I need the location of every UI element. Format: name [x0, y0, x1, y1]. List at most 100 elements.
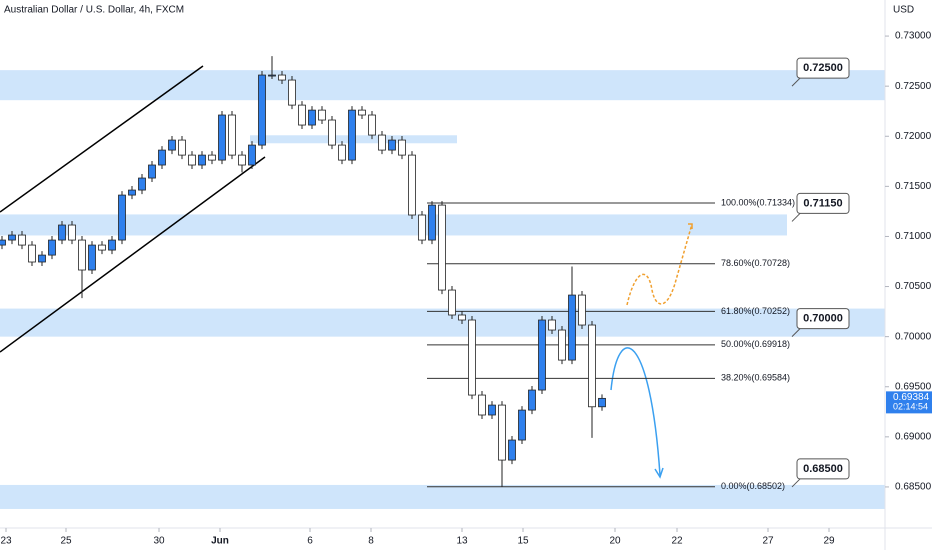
- candle-body: [318, 109, 326, 121]
- fib-label: 61.80%(0.70252): [721, 306, 790, 316]
- candle-body: [328, 119, 336, 146]
- y-tick-label: 0.69500: [895, 381, 932, 392]
- candle-body: [258, 74, 266, 146]
- candle-body: [238, 154, 246, 166]
- candle-body: [158, 149, 166, 166]
- candle-body: [388, 139, 396, 151]
- candle-body: [88, 244, 96, 271]
- fib-label: 100.00%(0.71334): [721, 197, 795, 207]
- channel-line: [0, 65, 204, 213]
- x-tick-label: 20: [609, 536, 621, 547]
- callout-label: 0.70000: [803, 313, 843, 325]
- y-tick-label: 0.73000: [895, 31, 932, 42]
- y-tick-label: 0.68500: [895, 482, 932, 493]
- x-tick-label: 22: [671, 536, 683, 547]
- candle-body: [148, 164, 156, 179]
- candle-body: [288, 79, 296, 106]
- x-tick-label: 27: [762, 536, 774, 547]
- candle-body: [348, 109, 356, 161]
- candle-body: [538, 319, 546, 391]
- x-tick-label: 29: [823, 536, 835, 547]
- currency: USD: [893, 5, 914, 16]
- projection-down: [610, 347, 661, 476]
- x-tick-label: 6: [307, 536, 313, 547]
- candle-body: [338, 144, 346, 161]
- candle-body: [68, 224, 76, 241]
- candle-body: [468, 319, 476, 396]
- y-tick-label: 0.70500: [895, 281, 932, 292]
- callout-label: 0.72500: [803, 62, 843, 74]
- x-tick-label: Jun: [211, 536, 229, 547]
- candle-body: [308, 109, 316, 126]
- candle-body: [518, 409, 526, 441]
- candle-body: [58, 224, 66, 241]
- candle-body: [398, 139, 406, 156]
- candle-body: [558, 329, 566, 361]
- price-tag: [886, 391, 932, 414]
- candle-body: [578, 294, 586, 326]
- channel-line: [0, 156, 266, 353]
- candle-body: [408, 154, 416, 216]
- fib-label: 50.00%(0.69918): [721, 339, 790, 349]
- candle-body: [138, 177, 146, 191]
- candle-body: [598, 397, 606, 408]
- candle-body: [498, 404, 506, 461]
- x-tick-label: 30: [153, 536, 165, 547]
- fib-label: 38.20%(0.69584): [721, 373, 790, 383]
- candle-body: [378, 134, 386, 151]
- y-tick-label: 0.70000: [895, 331, 932, 342]
- x-tick-label: 13: [456, 536, 468, 547]
- y-tick-label: 0.69000: [895, 431, 932, 442]
- candle-body: [298, 104, 306, 126]
- callout-label: 0.68500: [803, 463, 843, 475]
- candle-body: [428, 204, 436, 241]
- candle-body: [78, 239, 86, 271]
- zone: [0, 70, 885, 101]
- arrow-head: [654, 467, 664, 479]
- chart-title: Australian Dollar / U.S. Dollar, 4h, FXC…: [4, 5, 184, 16]
- candle-body: [268, 74, 276, 77]
- candle-body: [438, 204, 446, 291]
- zone: [0, 308, 885, 337]
- candle-body: [98, 244, 106, 251]
- zone: [0, 484, 885, 509]
- candle-body: [588, 324, 596, 408]
- candle-body: [198, 154, 206, 166]
- candle-body: [38, 254, 46, 263]
- callout-box: [796, 308, 850, 330]
- candle-body: [548, 319, 556, 331]
- y-tick-label: 0.72500: [895, 81, 932, 92]
- projection-up: [626, 223, 693, 306]
- candle-body: [368, 114, 376, 136]
- y-tick-label: 0.71000: [895, 231, 932, 242]
- x-tick-label: 25: [60, 536, 72, 547]
- candle-body: [218, 114, 226, 161]
- x-tick-label: 23: [0, 536, 12, 547]
- fib-label: 0.00%(0.68502): [721, 481, 785, 491]
- candle-body: [418, 214, 426, 241]
- candle-body: [168, 139, 176, 151]
- zone: [0, 214, 787, 236]
- x-tick-label: 15: [517, 536, 529, 547]
- candle-body: [0, 239, 6, 246]
- candle-body: [528, 389, 536, 411]
- candle-body: [458, 314, 466, 321]
- candle-body: [488, 404, 496, 416]
- candle-body: [128, 189, 136, 196]
- candle-body: [48, 239, 56, 256]
- callout-box: [796, 192, 850, 214]
- candle-body: [508, 439, 516, 461]
- candle-body: [278, 74, 286, 81]
- y-tick-label: 0.72000: [895, 131, 932, 142]
- arrow-head: [688, 223, 693, 229]
- candle-body: [568, 294, 576, 361]
- candle-body: [188, 154, 196, 166]
- candle-body: [18, 234, 26, 246]
- y-tick-label: 0.71500: [895, 181, 932, 192]
- callout-box: [796, 458, 850, 480]
- candle-body: [448, 289, 456, 316]
- callout-label: 0.71150: [803, 197, 842, 209]
- countdown: 02:14:54: [893, 402, 928, 412]
- x-tick-label: 8: [368, 536, 374, 547]
